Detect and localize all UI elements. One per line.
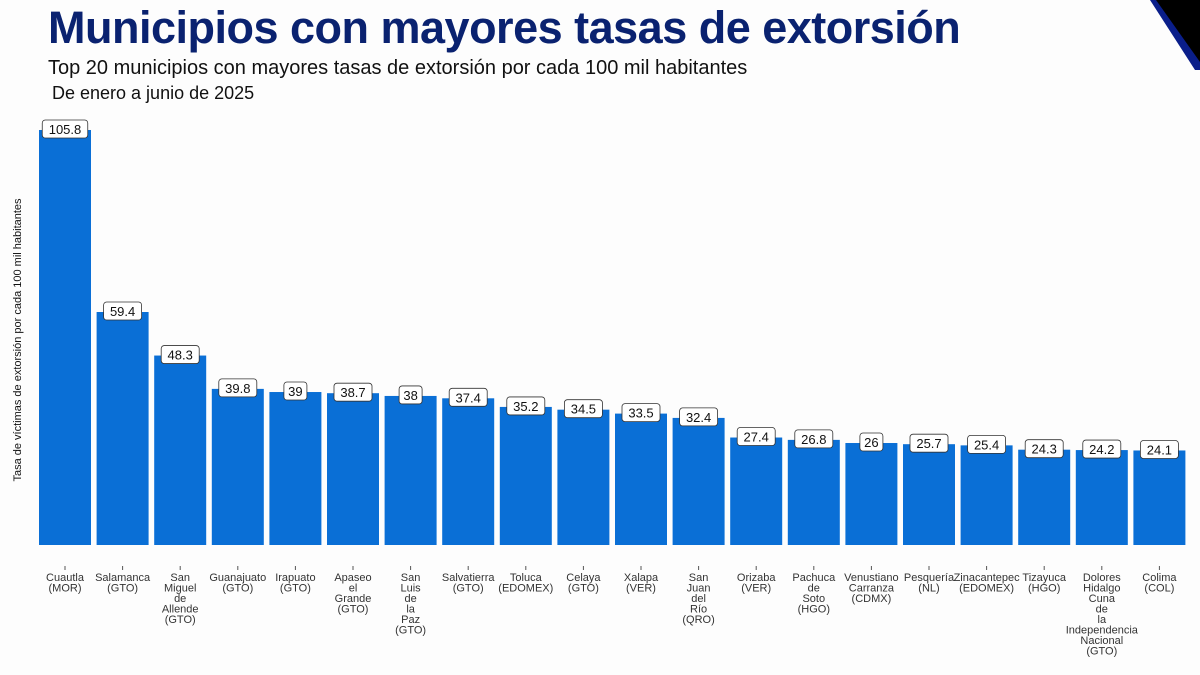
data-label: 34.5 — [571, 402, 596, 417]
bar — [1018, 449, 1071, 545]
data-label-box — [333, 382, 373, 402]
data-label: 24.1 — [1147, 442, 1172, 457]
data-label: 39.8 — [225, 381, 250, 396]
bar — [615, 413, 667, 545]
data-label-box — [1024, 439, 1064, 459]
data-label-box — [967, 434, 1006, 454]
x-tick-label: Cuautla (MOR) — [46, 572, 85, 595]
bar — [211, 388, 264, 545]
data-label-box — [621, 403, 661, 422]
x-tick-label: Irapuato (GTO) — [275, 572, 315, 595]
bar — [1133, 450, 1186, 545]
data-label-box — [398, 385, 423, 405]
x-tick-label: San Luis de la Paz (GTO) — [395, 572, 426, 637]
data-label: 24.3 — [1032, 442, 1057, 457]
bar — [557, 409, 610, 545]
data-label: 39 — [288, 384, 302, 399]
data-label-box — [794, 429, 834, 449]
x-tick-label: Guanajuato (GTO) — [209, 572, 266, 595]
data-label-box — [1140, 440, 1179, 459]
x-tick-label: Toluca (EDOMEX) — [498, 572, 553, 595]
data-label: 35.2 — [513, 399, 538, 414]
data-label: 25.7 — [916, 436, 941, 451]
data-label: 59.4 — [110, 304, 135, 319]
data-label: 37.4 — [456, 390, 481, 405]
bar — [672, 417, 725, 545]
bar — [154, 355, 207, 545]
bar — [96, 312, 149, 545]
data-label-box — [160, 345, 200, 364]
data-label: 38 — [403, 388, 417, 403]
bar — [39, 130, 91, 545]
x-tick-label: Orizaba (VER) — [737, 572, 776, 595]
x-tick-label: Venustiano Carranza (CDMX) — [844, 572, 898, 605]
x-tick-label: Dolores Hidalgo Cuna de la Independencia Nacio… — [1066, 572, 1139, 658]
x-tick-label: Pesquería (NL) — [904, 572, 955, 595]
data-label-box — [103, 301, 142, 321]
subtitle: Top 20 municipios con mayores tasas de e… — [48, 57, 748, 79]
data-label: 38.7 — [340, 385, 365, 400]
data-label: 32.4 — [686, 410, 711, 425]
data-label-box — [283, 381, 308, 401]
corner-decoration — [1150, 0, 1200, 70]
data-label-box — [679, 407, 718, 427]
data-label-box — [506, 396, 546, 416]
data-label: 48.3 — [168, 348, 193, 363]
x-tick-label: San Juan del Río (QRO) — [682, 572, 714, 626]
bar — [499, 406, 552, 545]
data-label: 26 — [864, 435, 878, 450]
bar — [1075, 450, 1128, 545]
x-tick-label: Tizayuca (HGO) — [1022, 572, 1066, 595]
bar — [442, 398, 495, 545]
data-label: 105.8 — [49, 122, 82, 137]
data-label-box — [448, 387, 488, 407]
page-title: Municipios con mayores tasas de extorsió… — [48, 2, 961, 53]
data-label-box — [859, 432, 884, 452]
data-label: 33.5 — [628, 406, 653, 421]
bar — [845, 443, 898, 545]
data-label: 26.8 — [801, 432, 826, 447]
bar — [903, 444, 955, 545]
x-tick-label: Salamanca (GTO) — [95, 572, 151, 595]
data-label: 25.4 — [974, 437, 999, 452]
bar — [960, 445, 1013, 545]
data-label-box — [218, 378, 258, 398]
x-tick-label: Salvatierra (GTO) — [442, 572, 495, 595]
data-label-box — [564, 399, 603, 419]
data-label: 27.4 — [744, 430, 769, 445]
bar — [269, 392, 322, 545]
x-tick-label: Colima (COL) — [1142, 572, 1177, 595]
x-tick-label: Zinacantepec (EDOMEX) — [954, 572, 1021, 595]
x-tick-label: Apaseo el Grande (GTO) — [334, 572, 371, 616]
x-tick-label: Celaya (GTO) — [566, 572, 601, 595]
data-label-box — [1082, 439, 1122, 459]
data-label-box — [736, 427, 776, 446]
bar — [787, 439, 840, 545]
bar — [327, 393, 379, 545]
bar — [384, 395, 437, 545]
data-label-box — [909, 433, 949, 453]
x-tick-label: Pachuca de Soto (HGO) — [792, 572, 836, 616]
x-tick-label: Xalapa (VER) — [624, 572, 659, 595]
data-label-box — [41, 119, 89, 139]
period: De enero a junio de 2025 — [52, 83, 255, 103]
bar — [730, 437, 783, 545]
x-tick-label: San Miguel de Allende (GTO) — [162, 572, 199, 626]
data-label: 24.2 — [1089, 442, 1114, 457]
